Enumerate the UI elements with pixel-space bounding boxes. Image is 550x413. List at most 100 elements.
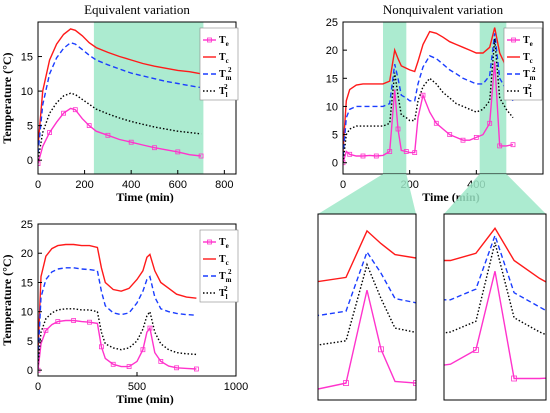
inset-background-1 xyxy=(444,214,546,400)
y-tick-label-equivalent: 15 xyxy=(21,52,33,64)
legend-subscript: e xyxy=(226,40,229,48)
data-point-nonequivalent-Te xyxy=(433,120,439,126)
x-tick-label-equivalent: 800 xyxy=(215,179,233,191)
y-tick-label-nonequivalent: 20 xyxy=(326,45,338,57)
data-point-nonequivalent-Te xyxy=(510,142,516,148)
y-tick-label-equivalent: 5 xyxy=(27,121,33,133)
data-point-third-Te xyxy=(193,366,199,372)
data-point-equivalent-Te xyxy=(105,132,111,138)
legend-subscript: l xyxy=(530,91,532,99)
data-point-nonequivalent-inset-1-Te xyxy=(511,375,518,382)
data-point-nonequivalent-inset-0-Te xyxy=(343,380,349,387)
data-point-nonequivalent-Te xyxy=(347,151,353,157)
data-point-third-Te xyxy=(99,344,104,350)
series-line-equivalent-Tl2 xyxy=(38,92,202,161)
legend-entry-nonequivalent: Tl2 xyxy=(523,83,532,99)
legend-subscript: e xyxy=(530,40,533,48)
data-point-equivalent-Te xyxy=(72,107,78,113)
data-point-nonequivalent-Te xyxy=(447,132,453,138)
chart-nonequivalent: 02004000510152025Nonquivalent variationT… xyxy=(91,2,547,401)
series-line-equivalent-Te xyxy=(38,107,202,164)
plot-frame-nonequivalent xyxy=(342,21,544,175)
data-point-nonequivalent-Te xyxy=(487,120,493,126)
series-line-third-Tc xyxy=(38,243,197,353)
y-tick-label-nonequivalent: 15 xyxy=(326,73,338,85)
data-point-nonequivalent-inset-1-Te xyxy=(123,355,128,360)
data-point-third-Te xyxy=(174,365,180,371)
chart-third: 0 500 1000 0 5 10 15 20 25 Time (min) Temperature … xyxy=(0,219,248,406)
legend-subscript: c xyxy=(530,57,533,65)
data-point-equivalent-Te xyxy=(61,110,66,116)
data-point-third-Te xyxy=(147,325,153,331)
x-tick-label-equivalent: 600 xyxy=(169,179,187,191)
x-tick-label-third: 1000 xyxy=(224,381,248,393)
data-point-nonequivalent-inset-0-Te xyxy=(378,346,384,353)
data-point-third-Te xyxy=(71,318,76,323)
y-tick-label-nonequivalent: 5 xyxy=(332,130,338,142)
data-point-nonequivalent-Te xyxy=(360,153,366,159)
x-tick-label-third: 0 xyxy=(35,381,41,393)
legend-superscript: 2 xyxy=(228,66,232,74)
y-tick-label-nonequivalent: 0 xyxy=(332,158,338,170)
legend-superscript: 2 xyxy=(224,285,228,293)
data-point-nonequivalent-inset-1-Te xyxy=(422,365,427,370)
legend-entry-equivalent: Te xyxy=(219,35,229,48)
data-point-nonequivalent-inset-1-Te xyxy=(91,383,96,388)
data-point-third-Te xyxy=(55,319,61,325)
data-point-nonequivalent-inset-1-Te xyxy=(472,346,479,353)
legend-subscript: m xyxy=(226,276,232,284)
data-point-nonequivalent-Te xyxy=(473,134,479,140)
series-line-nonequivalent-Te xyxy=(343,61,514,163)
legend-subscript: e xyxy=(226,242,229,250)
series-line-nonequivalent-inset-1-Te xyxy=(444,271,546,380)
legend-superscript: 2 xyxy=(528,83,532,91)
data-point-third-Te xyxy=(110,361,116,367)
legend-subscript: m xyxy=(530,74,536,82)
data-point-nonequivalent-inset-1-Te xyxy=(155,383,160,388)
zoom-connector-1 xyxy=(444,174,546,214)
y-tick-label-nonequivalent: 10 xyxy=(326,101,338,113)
series-line-nonequivalent-inset-1-Tm2 xyxy=(444,233,546,312)
data-point-third-Te xyxy=(43,327,49,333)
data-point-equivalent-Te xyxy=(128,139,134,145)
series-line-nonequivalent-Tc xyxy=(343,27,514,152)
series-line-third-Te xyxy=(38,319,197,371)
y-axis-label-equivalent: Temperature (°C) xyxy=(0,52,14,143)
chart-equivalent: 0 200 400 600 800 0 5 10 15 Equivalent variation T… xyxy=(0,2,239,204)
data-point-nonequivalent-inset-1-Te xyxy=(269,347,274,352)
data-point-nonequivalent-inset-0-Te xyxy=(413,380,416,387)
series-line-nonequivalent-Tm2 xyxy=(343,33,514,158)
legend-entry-third: Tl2 xyxy=(219,285,228,301)
inset-background-0 xyxy=(318,214,416,400)
y-tick-label-equivalent: 0 xyxy=(27,155,33,167)
x-axis-label-third: Time (min) xyxy=(116,392,173,406)
inset-frame-1 xyxy=(443,213,547,401)
data-point-equivalent-Te xyxy=(175,149,181,155)
data-point-nonequivalent-Te xyxy=(497,143,503,149)
data-point-nonequivalent-Te xyxy=(395,126,401,132)
series-line-third-Tm2 xyxy=(38,267,197,359)
y-tick-label-equivalent: 10 xyxy=(21,86,33,98)
chart-title-nonequivalent: Nonquivalent variation xyxy=(383,2,504,17)
legend-entry-nonequivalent: Te xyxy=(523,35,533,48)
x-tick-label-equivalent: 0 xyxy=(35,179,41,191)
data-point-nonequivalent-inset-0-Te xyxy=(288,387,293,392)
zoom-connector-0 xyxy=(318,174,416,214)
y-tick-label-third: 15 xyxy=(21,277,33,289)
data-point-nonequivalent-inset-1-Te xyxy=(187,385,192,390)
data-point-nonequivalent-Te xyxy=(373,153,379,159)
y-tick-label-nonequivalent: 25 xyxy=(326,17,338,29)
x-tick-label-nonequivalent: 0 xyxy=(340,179,346,191)
inset-0 xyxy=(288,213,417,401)
y-tick-label-third: 20 xyxy=(21,248,33,260)
data-point-equivalent-Te xyxy=(152,145,157,151)
x-tick-label-equivalent: 400 xyxy=(122,179,140,191)
legend-superscript: 2 xyxy=(224,83,228,91)
x-axis-label-equivalent: Time (min) xyxy=(116,190,173,204)
y-tick-label-third: 5 xyxy=(27,336,33,348)
data-point-third-Te xyxy=(87,319,92,325)
